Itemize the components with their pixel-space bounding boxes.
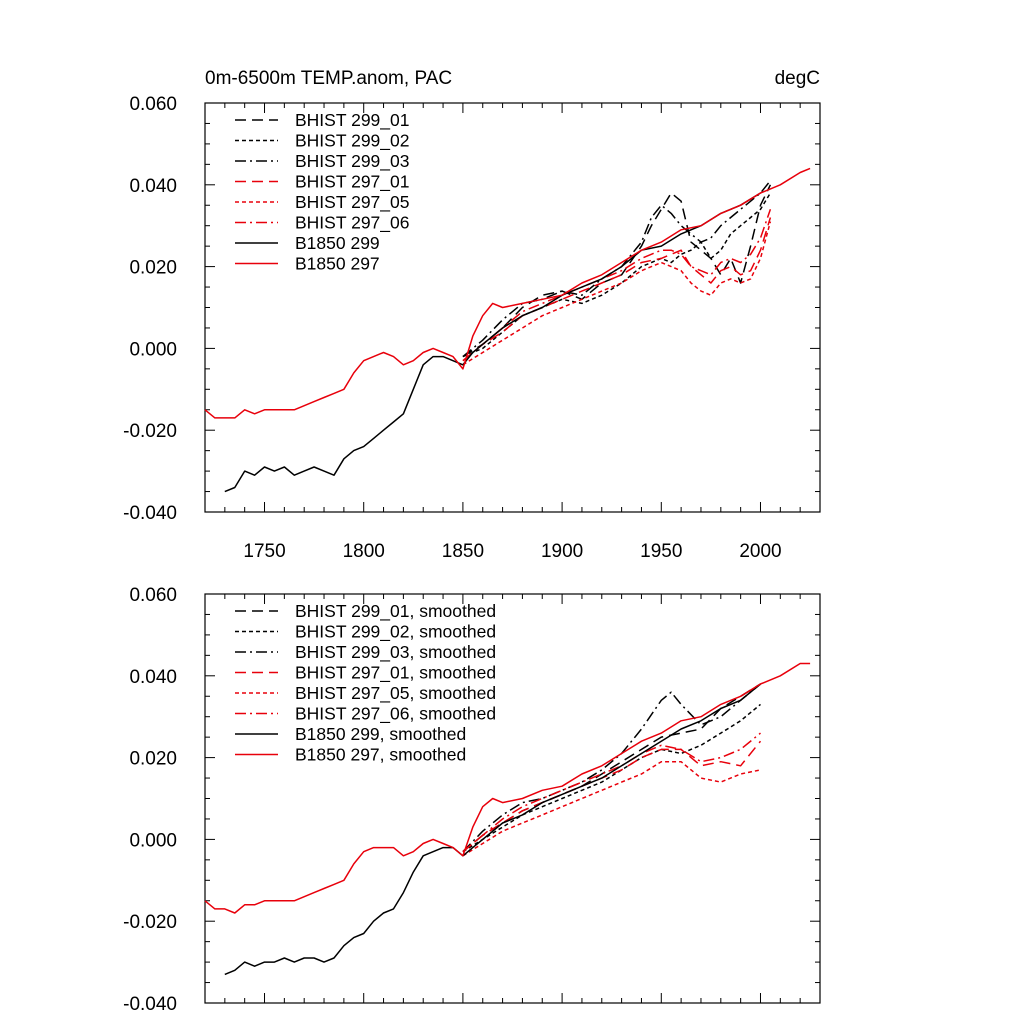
y-tick-label: 0.020: [129, 258, 177, 279]
series-line-7: [224, 192, 761, 493]
series-line-1: [462, 184, 772, 358]
y-tick-label: -0.040: [123, 503, 177, 524]
panel-annual: -0.040 -0.020 0.000 0.020 0.040 0.060 1750 1800…: [123, 94, 821, 562]
y-tick-label: 0.040: [129, 176, 177, 197]
panel-smoothed: -0.040 -0.020 0.000 0.020 0.040 0.060 BHIST 29…: [123, 585, 821, 1015]
legend-label: BHIST 299_03, smoothed: [295, 642, 496, 663]
series-line-2: [462, 192, 772, 358]
series-line-6: [462, 209, 772, 362]
series-line-4: [462, 740, 762, 853]
y-tick-label: 0.000: [129, 830, 177, 851]
legend-label: B1850 299: [295, 233, 380, 253]
legend-label: B1850 299, smoothed: [295, 724, 466, 744]
legend-label: BHIST 299_01: [295, 110, 409, 131]
y-tick-label: 0.020: [129, 749, 177, 770]
series-line-1: [462, 683, 761, 853]
x-tick-label: 2000: [739, 541, 781, 562]
legend-label: BHIST 297_06: [295, 213, 409, 234]
legend-label: BHIST 297_05, smoothed: [295, 683, 496, 704]
x-tick-label: 1850: [442, 541, 484, 562]
series-line-7: [224, 683, 761, 976]
x-tick-label: 1800: [343, 541, 385, 562]
figure-title-right: degC: [775, 68, 820, 89]
series-line-5: [462, 760, 761, 857]
series-line-6: [462, 732, 761, 853]
x-tick-label: 1950: [640, 541, 682, 562]
series-line-2: [462, 703, 761, 853]
legend-label: BHIST 297_01, smoothed: [295, 663, 496, 684]
legend-label: BHIST 299_03: [295, 151, 409, 172]
series-line-8: [204, 167, 811, 419]
legend-label: BHIST 299_02: [295, 131, 409, 152]
y-tick-label: 0.000: [129, 339, 177, 360]
series-line-8: [204, 662, 811, 914]
series-line-5: [462, 221, 772, 366]
y-tick-label: 0.060: [129, 585, 177, 606]
legend-label: BHIST 299_01, smoothed: [295, 601, 496, 622]
legend-label: BHIST 297_05: [295, 192, 409, 213]
x-tick-label: 1750: [243, 541, 285, 562]
y-tick-label: 0.060: [129, 94, 177, 115]
figure-title-left: 0m-6500m TEMP.anom, PAC: [205, 68, 452, 89]
legend-label: BHIST 297_01: [295, 172, 409, 193]
series-line-4: [462, 217, 772, 362]
legend-label: BHIST 297_06, smoothed: [295, 704, 496, 725]
y-tick-label: 0.040: [129, 667, 177, 688]
x-tick-label: 1900: [541, 541, 583, 562]
legend-label: B1850 297: [295, 254, 380, 274]
y-tick-label: -0.040: [123, 994, 177, 1015]
legend-label: BHIST 299_02, smoothed: [295, 622, 496, 643]
legend-label: B1850 297, smoothed: [295, 745, 466, 765]
y-tick-label: -0.020: [123, 421, 177, 442]
y-tick-label: -0.020: [123, 912, 177, 933]
